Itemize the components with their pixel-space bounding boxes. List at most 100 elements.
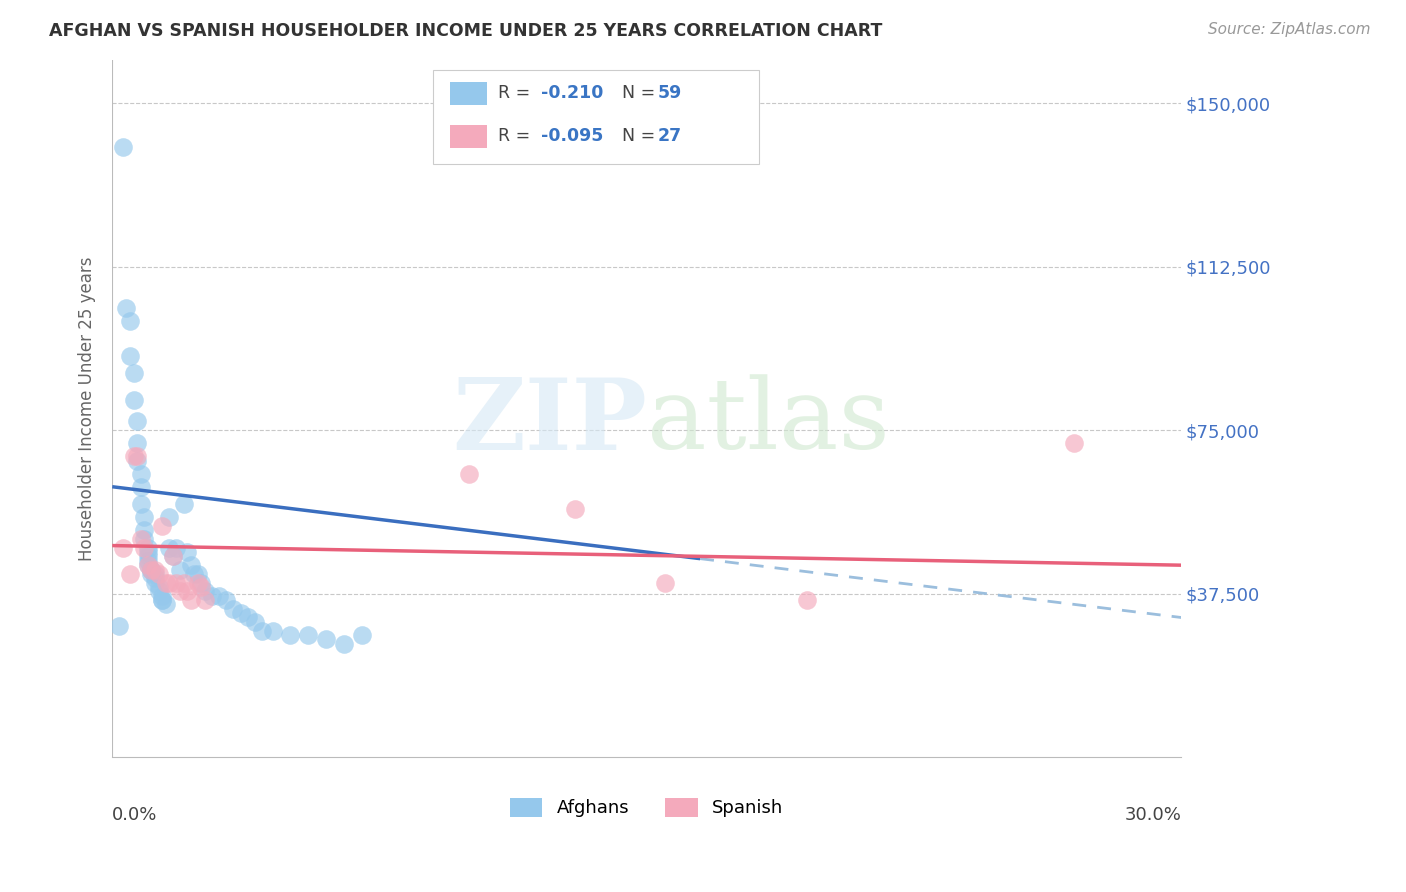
Text: AFGHAN VS SPANISH HOUSEHOLDER INCOME UNDER 25 YEARS CORRELATION CHART: AFGHAN VS SPANISH HOUSEHOLDER INCOME UND…: [49, 22, 883, 40]
Point: [169, 584, 191, 599]
Point: [150, 519, 173, 533]
Point: [120, 314, 142, 328]
Point: [187, 566, 209, 581]
Point: [148, 580, 170, 594]
FancyBboxPatch shape: [450, 82, 488, 105]
Text: R =: R =: [498, 128, 536, 145]
Text: R =: R =: [498, 84, 536, 102]
Point: [136, 554, 159, 568]
Point: [157, 510, 180, 524]
Point: [236, 610, 259, 624]
Point: [162, 549, 184, 564]
Point: [176, 545, 198, 559]
Point: [262, 624, 284, 638]
Point: [350, 628, 373, 642]
Point: [136, 549, 159, 564]
Point: [134, 524, 156, 538]
Text: 30.0%: 30.0%: [1125, 805, 1181, 824]
Point: [148, 566, 170, 581]
Point: [654, 575, 676, 590]
Point: [333, 637, 356, 651]
FancyBboxPatch shape: [433, 70, 759, 164]
Point: [143, 571, 166, 585]
Point: [129, 480, 152, 494]
Point: [162, 549, 184, 564]
Point: [111, 541, 134, 555]
Point: [136, 558, 159, 573]
Point: [215, 593, 238, 607]
Point: [127, 414, 149, 428]
Point: [194, 593, 217, 607]
Point: [120, 349, 142, 363]
Y-axis label: Householder Income Under 25 years: Householder Income Under 25 years: [79, 256, 96, 560]
Text: ZIP: ZIP: [451, 374, 647, 471]
Point: [148, 584, 170, 599]
Point: [155, 598, 177, 612]
Point: [229, 606, 252, 620]
Point: [122, 367, 145, 381]
Text: -0.095: -0.095: [541, 128, 603, 145]
Point: [250, 624, 273, 638]
Text: 59: 59: [658, 84, 682, 102]
Point: [173, 497, 195, 511]
Point: [183, 566, 205, 581]
Point: [176, 584, 198, 599]
Text: Source: ZipAtlas.com: Source: ZipAtlas.com: [1208, 22, 1371, 37]
Point: [143, 575, 166, 590]
Point: [243, 615, 266, 629]
Point: [157, 575, 180, 590]
Point: [208, 589, 231, 603]
Point: [173, 575, 195, 590]
Point: [1063, 436, 1085, 450]
Point: [564, 501, 586, 516]
Point: [165, 541, 187, 555]
Point: [280, 628, 302, 642]
Text: -0.210: -0.210: [541, 84, 603, 102]
Point: [143, 566, 166, 581]
Point: [141, 562, 163, 576]
Text: atlas: atlas: [647, 375, 890, 470]
Point: [457, 467, 479, 481]
Point: [169, 562, 191, 576]
Point: [108, 619, 131, 633]
Point: [134, 532, 156, 546]
Point: [190, 575, 212, 590]
Point: [129, 497, 152, 511]
Text: N =: N =: [612, 84, 661, 102]
Point: [190, 580, 212, 594]
Point: [796, 593, 818, 607]
Point: [157, 541, 180, 555]
FancyBboxPatch shape: [450, 125, 488, 148]
Point: [127, 449, 149, 463]
Point: [180, 593, 202, 607]
Point: [155, 575, 177, 590]
Point: [134, 541, 156, 555]
Point: [127, 453, 149, 467]
Point: [129, 532, 152, 546]
Point: [201, 589, 224, 603]
Point: [150, 593, 173, 607]
Point: [122, 449, 145, 463]
Text: 0.0%: 0.0%: [112, 805, 157, 824]
Point: [141, 566, 163, 581]
Point: [136, 558, 159, 573]
Point: [315, 632, 337, 647]
Point: [222, 601, 245, 615]
Point: [297, 628, 319, 642]
Point: [115, 301, 138, 315]
Point: [150, 589, 173, 603]
Point: [111, 140, 134, 154]
Point: [143, 562, 166, 576]
Point: [180, 558, 202, 573]
Point: [141, 562, 163, 576]
Point: [150, 593, 173, 607]
Point: [136, 541, 159, 555]
Point: [165, 575, 187, 590]
Point: [141, 562, 163, 576]
Point: [194, 584, 217, 599]
Text: N =: N =: [612, 128, 661, 145]
Legend: Afghans, Spanish: Afghans, Spanish: [502, 791, 790, 824]
Point: [136, 545, 159, 559]
Point: [134, 510, 156, 524]
Point: [129, 467, 152, 481]
